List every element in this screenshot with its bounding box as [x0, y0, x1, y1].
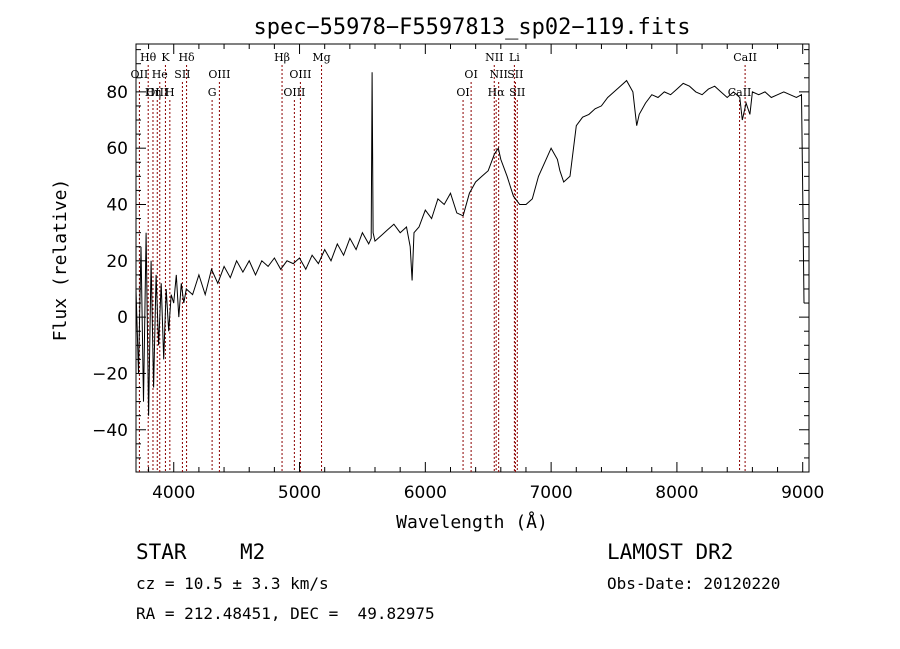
emission-line-label: NII	[485, 51, 503, 64]
y-tick-label: 60	[106, 139, 128, 159]
emission-line-label: OIII	[289, 68, 311, 81]
emission-line-label: OI	[456, 86, 469, 99]
x-axis-ticks: 4000 5000 6000 7000 8000 9000	[148, 44, 824, 503]
emission-line-label: K	[161, 51, 170, 64]
emission-line-label: SII	[509, 86, 525, 99]
emission-line-label: Hη	[145, 86, 161, 99]
emission-line-label: Hθ	[140, 51, 157, 64]
y-axis-label: Flux (relative)	[50, 179, 71, 342]
emission-line-label: G	[208, 86, 217, 99]
y-tick-label: 80	[106, 83, 128, 103]
x-tick-label: 6000	[404, 483, 447, 503]
redshift-info: cz = 10.5 ± 3.3 km/s	[136, 574, 329, 593]
x-tick-label: 5000	[278, 483, 321, 503]
y-tick-label: 0	[117, 308, 128, 328]
emission-line-label: Hδ	[178, 51, 195, 64]
y-tick-label: 20	[106, 252, 128, 272]
x-tick-label: 9000	[781, 483, 824, 503]
x-tick-label: 4000	[152, 483, 195, 503]
y-tick-label: −20	[92, 364, 128, 384]
emission-line-label: OIII	[208, 68, 230, 81]
emission-line-label: He	[152, 68, 168, 81]
emission-line-label: Mg	[312, 51, 330, 64]
chart-title: spec−55978−F5597813_sp02−119.fits	[253, 15, 690, 40]
emission-line-label: CaII	[733, 51, 757, 64]
emission-line-label: SII	[174, 68, 190, 81]
object-subclass: M2	[240, 540, 266, 564]
emission-line-labels: HθOIIOIIIHeHηKSIIHHδOIIIGHβOIIIOIIIMgOIO…	[131, 51, 757, 99]
spectrum-line	[135, 72, 805, 416]
emission-line-label: OII	[131, 68, 149, 81]
survey-name: LAMOST DR2	[607, 540, 734, 564]
emission-line-label: NII	[490, 68, 508, 81]
coordinates-info: RA = 212.48451, DEC = 49.82975	[136, 604, 435, 623]
emission-line-label: CaII	[728, 86, 752, 99]
emission-line-label: OIII	[146, 86, 168, 99]
object-class: STAR	[136, 540, 187, 564]
emission-line-label: OI	[464, 68, 477, 81]
x-tick-label: 8000	[655, 483, 698, 503]
emission-line-label: Li	[509, 51, 520, 64]
emission-line-label: OIII	[283, 86, 305, 99]
x-tick-label: 7000	[529, 483, 572, 503]
emission-line-label: SII	[507, 68, 523, 81]
y-tick-label: 40	[106, 196, 128, 216]
plot-frame	[135, 43, 810, 473]
emission-line-label: H	[165, 86, 175, 99]
emission-line-label: Hβ	[274, 51, 290, 64]
y-axis-ticks: −40 −20 0 20 40 60 80	[92, 49, 809, 459]
y-tick-label: −40	[92, 421, 128, 441]
x-axis-label: Wavelength (Å)	[396, 511, 548, 533]
observation-date: Obs-Date: 20120220	[607, 574, 781, 593]
emission-line-label: Hα	[488, 86, 506, 99]
emission-line-markers	[138, 65, 746, 472]
